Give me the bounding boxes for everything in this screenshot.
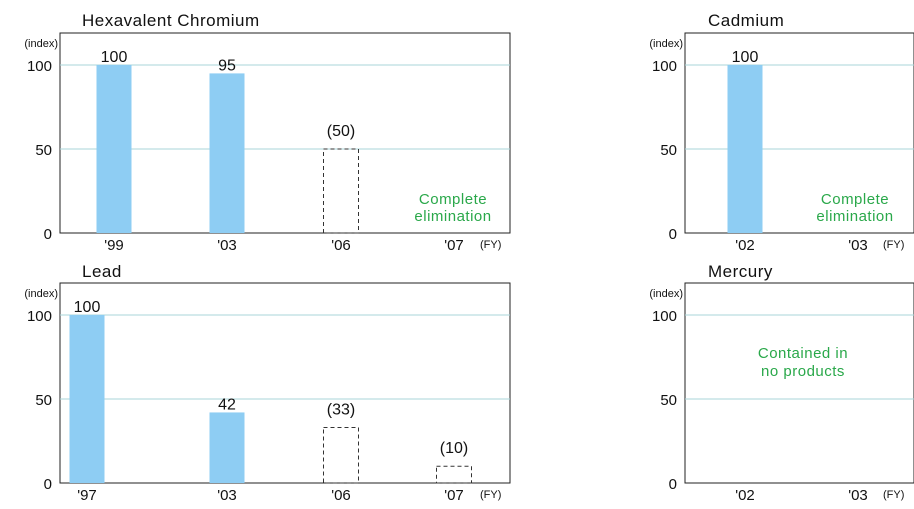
data-label: 100: [732, 49, 759, 66]
annotation-text: elimination: [816, 208, 893, 225]
x-tick-label: '97: [77, 487, 97, 504]
y-tick-label: 50: [35, 142, 52, 159]
data-label: 100: [74, 299, 101, 316]
data-label: (50): [327, 123, 355, 140]
y-tick-label: 50: [660, 142, 677, 159]
annotation-text: elimination: [414, 208, 491, 225]
y-axis-label: (index): [649, 288, 683, 300]
data-bar: [96, 65, 132, 233]
chart-panel: 0 50 100 (index) Cadmium 100 '02 '03 (FY) Complet…: [649, 11, 914, 254]
plot-frame: [59, 282, 511, 484]
x-tick-label: '03: [848, 237, 868, 254]
chart-title: Lead: [82, 262, 122, 281]
x-tick-label: '02: [735, 487, 755, 504]
x-axis-unit: (FY): [883, 489, 904, 501]
planned-target-box: [323, 148, 359, 234]
y-axis-label: (index): [24, 288, 58, 300]
planned-target-box: [323, 427, 359, 484]
y-tick-label: 0: [669, 476, 677, 493]
data-label: 100: [101, 49, 128, 66]
x-tick-label: '07: [444, 487, 464, 504]
y-tick-label: 100: [652, 58, 677, 75]
y-tick-label: 0: [44, 226, 52, 243]
planned-target-box: [436, 465, 472, 484]
chart-title: Hexavalent Chromium: [82, 11, 260, 30]
x-tick-label: '03: [217, 237, 237, 254]
data-bar: [69, 315, 105, 483]
annotation-text: no products: [761, 363, 845, 380]
y-tick-label: 100: [27, 58, 52, 75]
x-tick-label: '03: [848, 487, 868, 504]
x-tick-label: '06: [331, 237, 351, 254]
x-axis-unit: (FY): [480, 239, 501, 251]
data-label: (33): [327, 402, 355, 419]
data-bar: [209, 412, 245, 483]
chart-title: Mercury: [708, 262, 773, 281]
y-tick-label: 0: [44, 476, 52, 493]
y-tick-label: 100: [652, 308, 677, 325]
plot-frame: [59, 32, 511, 234]
x-tick-label: '06: [331, 487, 351, 504]
data-bar: [209, 73, 245, 234]
x-axis-unit: (FY): [883, 239, 904, 251]
chart-panel: 0 50 100 (index) Hexavalent Chromium 100 95 (50…: [24, 11, 511, 254]
x-axis-unit: (FY): [480, 489, 501, 501]
data-label: 95: [218, 57, 236, 74]
y-axis-label: (index): [649, 38, 683, 50]
annotation-text: Complete: [821, 191, 889, 208]
x-tick-label: '99: [104, 237, 124, 254]
x-tick-label: '03: [217, 487, 237, 504]
data-label: (10): [440, 440, 468, 457]
annotation-text: Complete: [419, 191, 487, 208]
chart-panel: 0 50 100 (index) Mercury '02 '03 (FY) Contained …: [649, 262, 914, 504]
y-tick-label: 0: [669, 226, 677, 243]
x-tick-label: '02: [735, 237, 755, 254]
plot-frame: [684, 282, 914, 484]
chart-title: Cadmium: [708, 11, 784, 30]
y-tick-label: 50: [35, 392, 52, 409]
y-tick-label: 100: [27, 308, 52, 325]
annotation-text: Contained in: [758, 345, 848, 362]
data-label: 42: [218, 396, 236, 413]
x-tick-label: '07: [444, 237, 464, 254]
y-tick-label: 50: [660, 392, 677, 409]
data-bar: [727, 65, 763, 233]
y-axis-label: (index): [24, 38, 58, 50]
chart-panel: 0 50 100 (index) Lead 100 42 (33) (10) '97 '03 '06 '…: [24, 262, 511, 504]
plot-frame: [684, 32, 914, 234]
